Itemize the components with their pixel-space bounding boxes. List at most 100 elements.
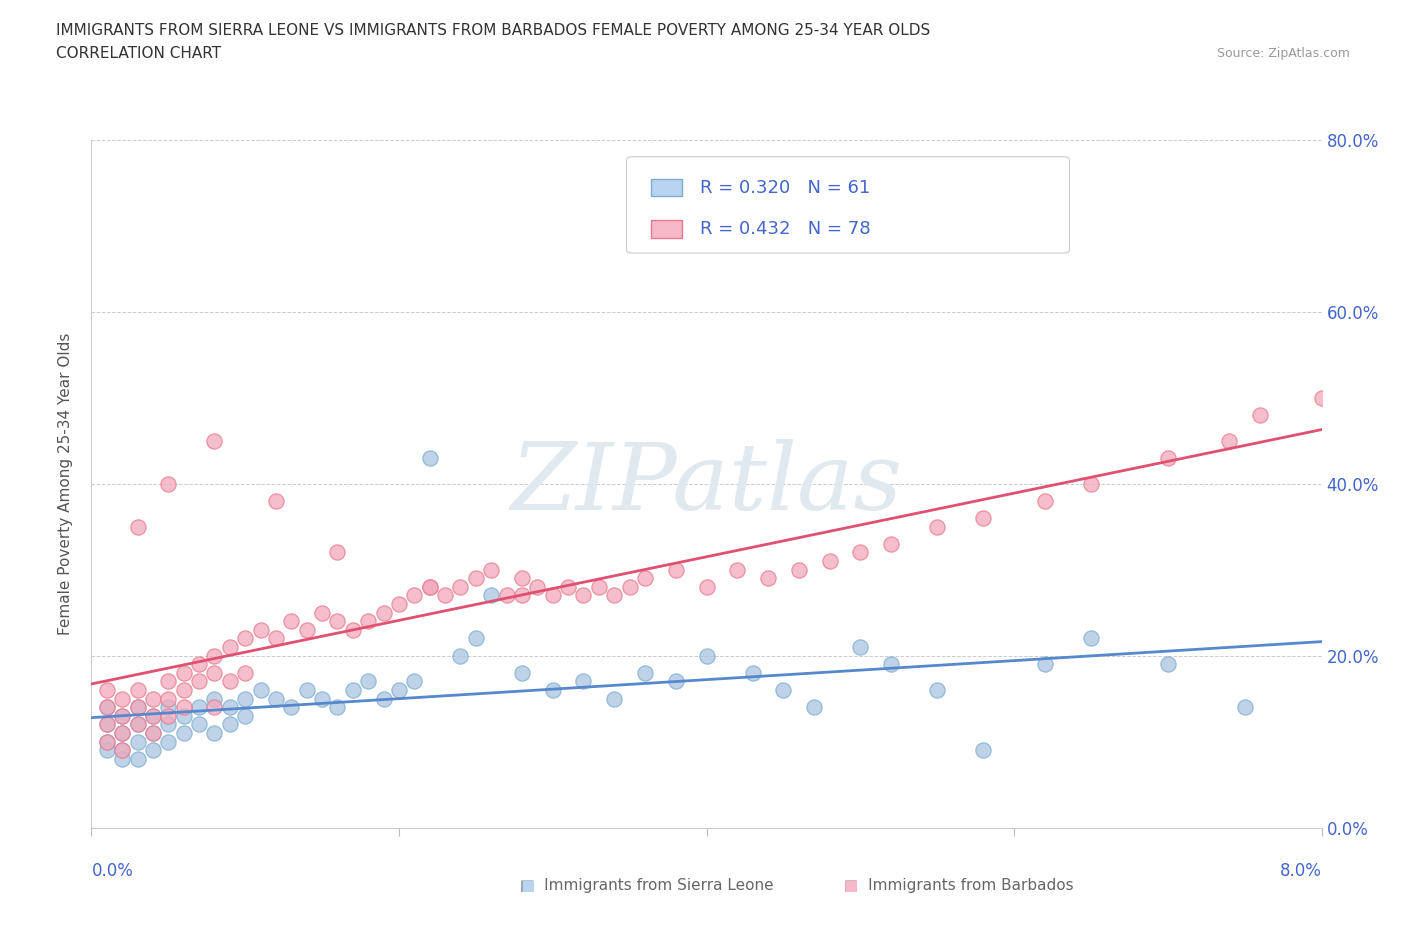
Point [280,614,302,629]
Point [419,579,441,594]
Point [96,717,118,732]
Point [295,622,318,637]
Point [311,605,333,620]
Point [111,725,134,740]
Point [388,683,411,698]
Text: CORRELATION CHART: CORRELATION CHART [56,46,221,61]
Point [233,631,256,646]
Point [1310,391,1333,405]
Point [357,614,380,629]
Point [449,579,471,594]
Point [849,640,872,655]
Text: 0.0%: 0.0% [91,862,134,880]
FancyBboxPatch shape [627,157,1070,253]
Point [803,700,825,715]
Point [111,725,134,740]
Point [157,735,180,750]
Point [127,700,149,715]
Point [111,743,134,758]
Point [127,717,149,732]
Point [96,735,118,750]
Point [111,751,134,766]
Point [142,709,165,724]
Point [127,717,149,732]
Point [880,657,903,671]
Point [342,622,364,637]
Point [972,511,994,525]
Point [1249,407,1271,422]
Point [218,674,240,689]
Text: Source: ZipAtlas.com: Source: ZipAtlas.com [1216,46,1350,60]
Point [249,622,271,637]
Point [510,588,533,603]
Text: ■: ■ [520,878,534,893]
Point [157,674,180,689]
Point [557,579,579,594]
Point [142,725,165,740]
Point [173,683,195,698]
Point [464,631,486,646]
Point [233,666,256,681]
Point [495,588,517,603]
Point [295,683,318,698]
Point [173,709,195,724]
Point [96,735,118,750]
Point [142,743,165,758]
Point [264,691,287,706]
Text: 8.0%: 8.0% [1279,862,1322,880]
FancyBboxPatch shape [651,220,682,237]
Text: ZIPatlas: ZIPatlas [510,439,903,528]
Point [1033,657,1056,671]
Point [157,700,180,715]
Point [311,691,333,706]
Point [588,579,610,594]
Point [665,674,688,689]
Text: ■  Immigrants from Sierra Leone: ■ Immigrants from Sierra Leone [520,878,773,893]
Y-axis label: Female Poverty Among 25-34 Year Olds: Female Poverty Among 25-34 Year Olds [58,332,73,635]
Point [510,666,533,681]
Point [218,640,240,655]
Point [849,545,872,560]
Point [449,648,471,663]
Point [572,674,595,689]
Point [756,571,779,586]
Point [326,614,349,629]
Point [1080,476,1102,491]
Point [249,683,271,698]
Point [479,588,502,603]
Point [157,717,180,732]
Point [218,717,240,732]
Point [373,605,395,620]
Point [1157,450,1180,465]
Point [96,700,118,715]
Point [1080,631,1102,646]
Point [818,553,841,568]
Point [464,571,486,586]
Point [96,743,118,758]
Point [142,725,165,740]
Point [233,709,256,724]
Point [880,537,903,551]
Point [634,571,657,586]
Point [510,571,533,586]
Point [264,494,287,509]
Point [695,648,717,663]
Point [280,700,302,715]
Point [419,579,441,594]
Point [572,588,595,603]
Point [127,700,149,715]
Point [1033,494,1056,509]
Text: ■: ■ [844,878,858,893]
Point [373,691,395,706]
Point [202,433,225,448]
Point [188,700,211,715]
Point [142,709,165,724]
Point [342,683,364,698]
Point [111,691,134,706]
Point [127,519,149,534]
Point [96,717,118,732]
Point [202,648,225,663]
Point [96,683,118,698]
Point [526,579,548,594]
Point [202,725,225,740]
